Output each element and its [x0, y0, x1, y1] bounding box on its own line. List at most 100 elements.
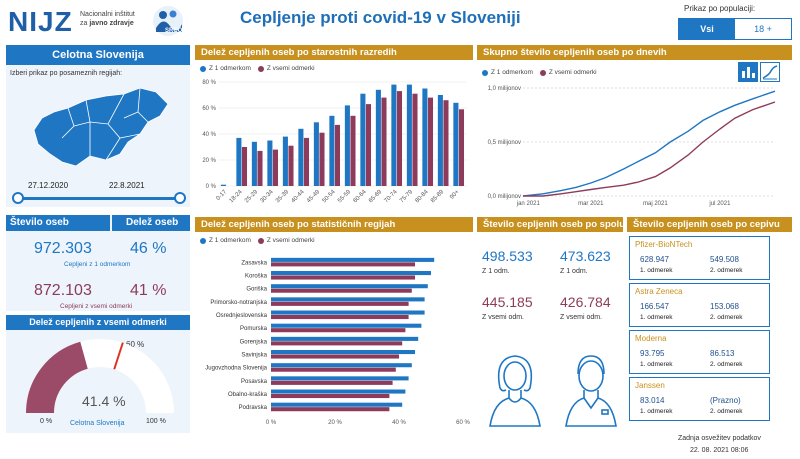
daily-chart-legend: Z 1 odmerkom Z vsemi odmerki	[482, 69, 597, 76]
gauge-panel: Delež cepljenih z vsemi odmerki 60 % 41.…	[6, 315, 190, 433]
bar-all	[412, 93, 418, 186]
vaccine-name: Moderna	[635, 334, 667, 343]
bar-all	[288, 145, 294, 186]
bar-dose1	[406, 84, 412, 186]
bar-all	[271, 262, 415, 267]
bar-all	[271, 367, 396, 372]
region-bar-chart: 0 % 20 % 40 % 60 % Zasavska Koroška Goriška Pri…	[205, 257, 470, 426]
dose1-caption: 1. odmerek	[640, 361, 673, 368]
line-chart-toggle-button[interactable]	[760, 62, 780, 82]
vaccine-name: Pfizer-BioNTech	[635, 240, 693, 249]
population-filter: Vsi 18 +	[678, 18, 792, 40]
bar-chart-toggle-button[interactable]	[738, 62, 758, 82]
y-tick-label: 0,5 milijonov	[488, 140, 521, 146]
male-all-label: Z vsemi odm.	[560, 314, 603, 321]
date-slider-end-handle[interactable]	[174, 192, 186, 204]
region-chart-title: Delež cepljenih oseb po statističnih reg…	[195, 217, 473, 232]
region-label: Jugovzhodna Slovenija	[205, 366, 267, 372]
bar-all	[271, 393, 390, 399]
population-label: Prikaz po populaciji:	[684, 4, 756, 13]
x-tick-label: 70-74	[384, 189, 400, 205]
bar-all	[257, 150, 263, 186]
bar-dose1	[271, 376, 409, 381]
gauge-max-label: 100 %	[146, 418, 166, 425]
region-label: Obalno-kraška	[228, 392, 268, 398]
refresh-date: 22. 08. 2021 08:06	[690, 447, 749, 454]
x-tick-label: 25-29	[244, 189, 260, 205]
slovenia-map[interactable]	[28, 82, 173, 172]
gauge-caption: Celotna Slovenija	[70, 420, 125, 427]
vaccine-dose2: 86.513	[710, 349, 735, 358]
gauge-title: Delež cepljenih z vsemi odmerki	[6, 315, 190, 330]
x-tick-label: 20 %	[328, 420, 342, 426]
legend-all-label: Z vsemi odmerki	[548, 69, 597, 76]
dose1-caption: 1. odmerek	[640, 267, 673, 274]
date-start: 27.12.2020	[28, 181, 69, 190]
dose2-caption: 2. odmerek	[710, 361, 743, 368]
bar-all	[271, 288, 412, 293]
male-dose1-label: Z 1 odm.	[560, 268, 588, 275]
bar-all	[381, 97, 387, 186]
bar-dose1	[453, 102, 459, 186]
vaccine-card-astrazeneca: Astra Zeneca 166.547 153.068 1. odmerek …	[629, 283, 770, 327]
bar-dose1	[271, 350, 415, 355]
legend-dose1-dot	[200, 65, 206, 72]
region-panel-title: Celotna Slovenija	[6, 45, 190, 65]
bar-dose1	[375, 89, 381, 186]
kpi-header-share: Delež oseb	[112, 215, 190, 231]
date-slider-track[interactable]	[16, 197, 180, 200]
date-end: 22.8.2021	[109, 181, 145, 190]
dose1-caption: 1. odmerek	[640, 408, 673, 415]
vaccine-card-pfizer: Pfizer-BioNTech 628.947 549.508 1. odmer…	[629, 236, 770, 280]
legend-all-label: Z vsemi odmerki	[266, 237, 315, 244]
x-tick-label: 45-49	[306, 189, 322, 205]
population-option-18plus[interactable]: 18 +	[735, 19, 791, 39]
bar-all	[271, 328, 406, 333]
bar-all	[241, 147, 248, 186]
y-tick-label: 0 %	[206, 184, 217, 190]
female-all-label: Z vsemi odm.	[482, 314, 525, 321]
daily-chart-title: Skupno število cepljenih oseb po dnevih	[477, 45, 792, 60]
all-count: 872.103	[34, 282, 92, 299]
woman-icon	[489, 355, 541, 427]
bar-dose1	[313, 122, 319, 186]
dose2-caption: 2. odmerek	[710, 314, 743, 321]
daily-line-chart: 0,0 milijonov 0,5 milijonov 1,0 milijonov j…	[488, 86, 776, 207]
line-chart-icon	[762, 65, 778, 80]
sex-panel-title: Število cepljenih oseb po spolu	[477, 217, 623, 232]
region-panel: Celotna Slovenija Izberi prikaz po posam…	[6, 45, 190, 207]
region-label: Savinjska	[241, 352, 267, 358]
x-tick-label: 40-44	[291, 189, 307, 205]
x-tick-label: 60 %	[456, 420, 470, 426]
vaccine-dose2: 549.508	[710, 255, 739, 264]
legend-dose1-label: Z 1 odmerkom	[491, 69, 533, 76]
bar-all	[271, 275, 415, 280]
male-all-count: 426.784	[560, 294, 611, 310]
dose2-caption: 2. odmerek	[710, 267, 743, 274]
region-label: Primorsko-notranjska	[210, 300, 267, 306]
y-tick-label: 1,0 milijonov	[488, 86, 521, 92]
x-tick-label: 0 %	[266, 420, 277, 426]
vaccine-panel-title: Število cepljenih oseb po cepivu	[627, 217, 792, 232]
bar-dose1	[422, 88, 428, 186]
x-tick-label: 30-34	[260, 189, 276, 205]
bar-dose1	[271, 336, 419, 341]
kpi-panel: Število oseb Delež oseb 972.303 46 % Cep…	[6, 215, 190, 311]
region-label: Podravska	[239, 405, 268, 411]
date-slider-start-handle[interactable]	[12, 192, 24, 204]
vaccine-dose1: 628.947	[640, 255, 669, 264]
dose2-caption: 2. odmerek	[710, 408, 743, 415]
x-tick-label: 40 %	[392, 420, 406, 426]
x-tick-label: 55-59	[337, 189, 353, 205]
bar-dose1	[271, 389, 406, 394]
y-tick-label: 20 %	[202, 158, 216, 164]
x-tick-label: 85-89	[430, 189, 446, 205]
gauge-fill	[26, 341, 89, 414]
population-option-all[interactable]: Vsi	[679, 19, 735, 39]
srco-badge-text: SRCO	[165, 28, 183, 34]
female-all-count: 445.185	[482, 294, 533, 310]
bar-all	[272, 149, 279, 186]
logo-name: NIJZ	[8, 6, 73, 37]
bar-dose1	[271, 323, 422, 328]
x-tick-label: maj 2021	[643, 201, 668, 207]
